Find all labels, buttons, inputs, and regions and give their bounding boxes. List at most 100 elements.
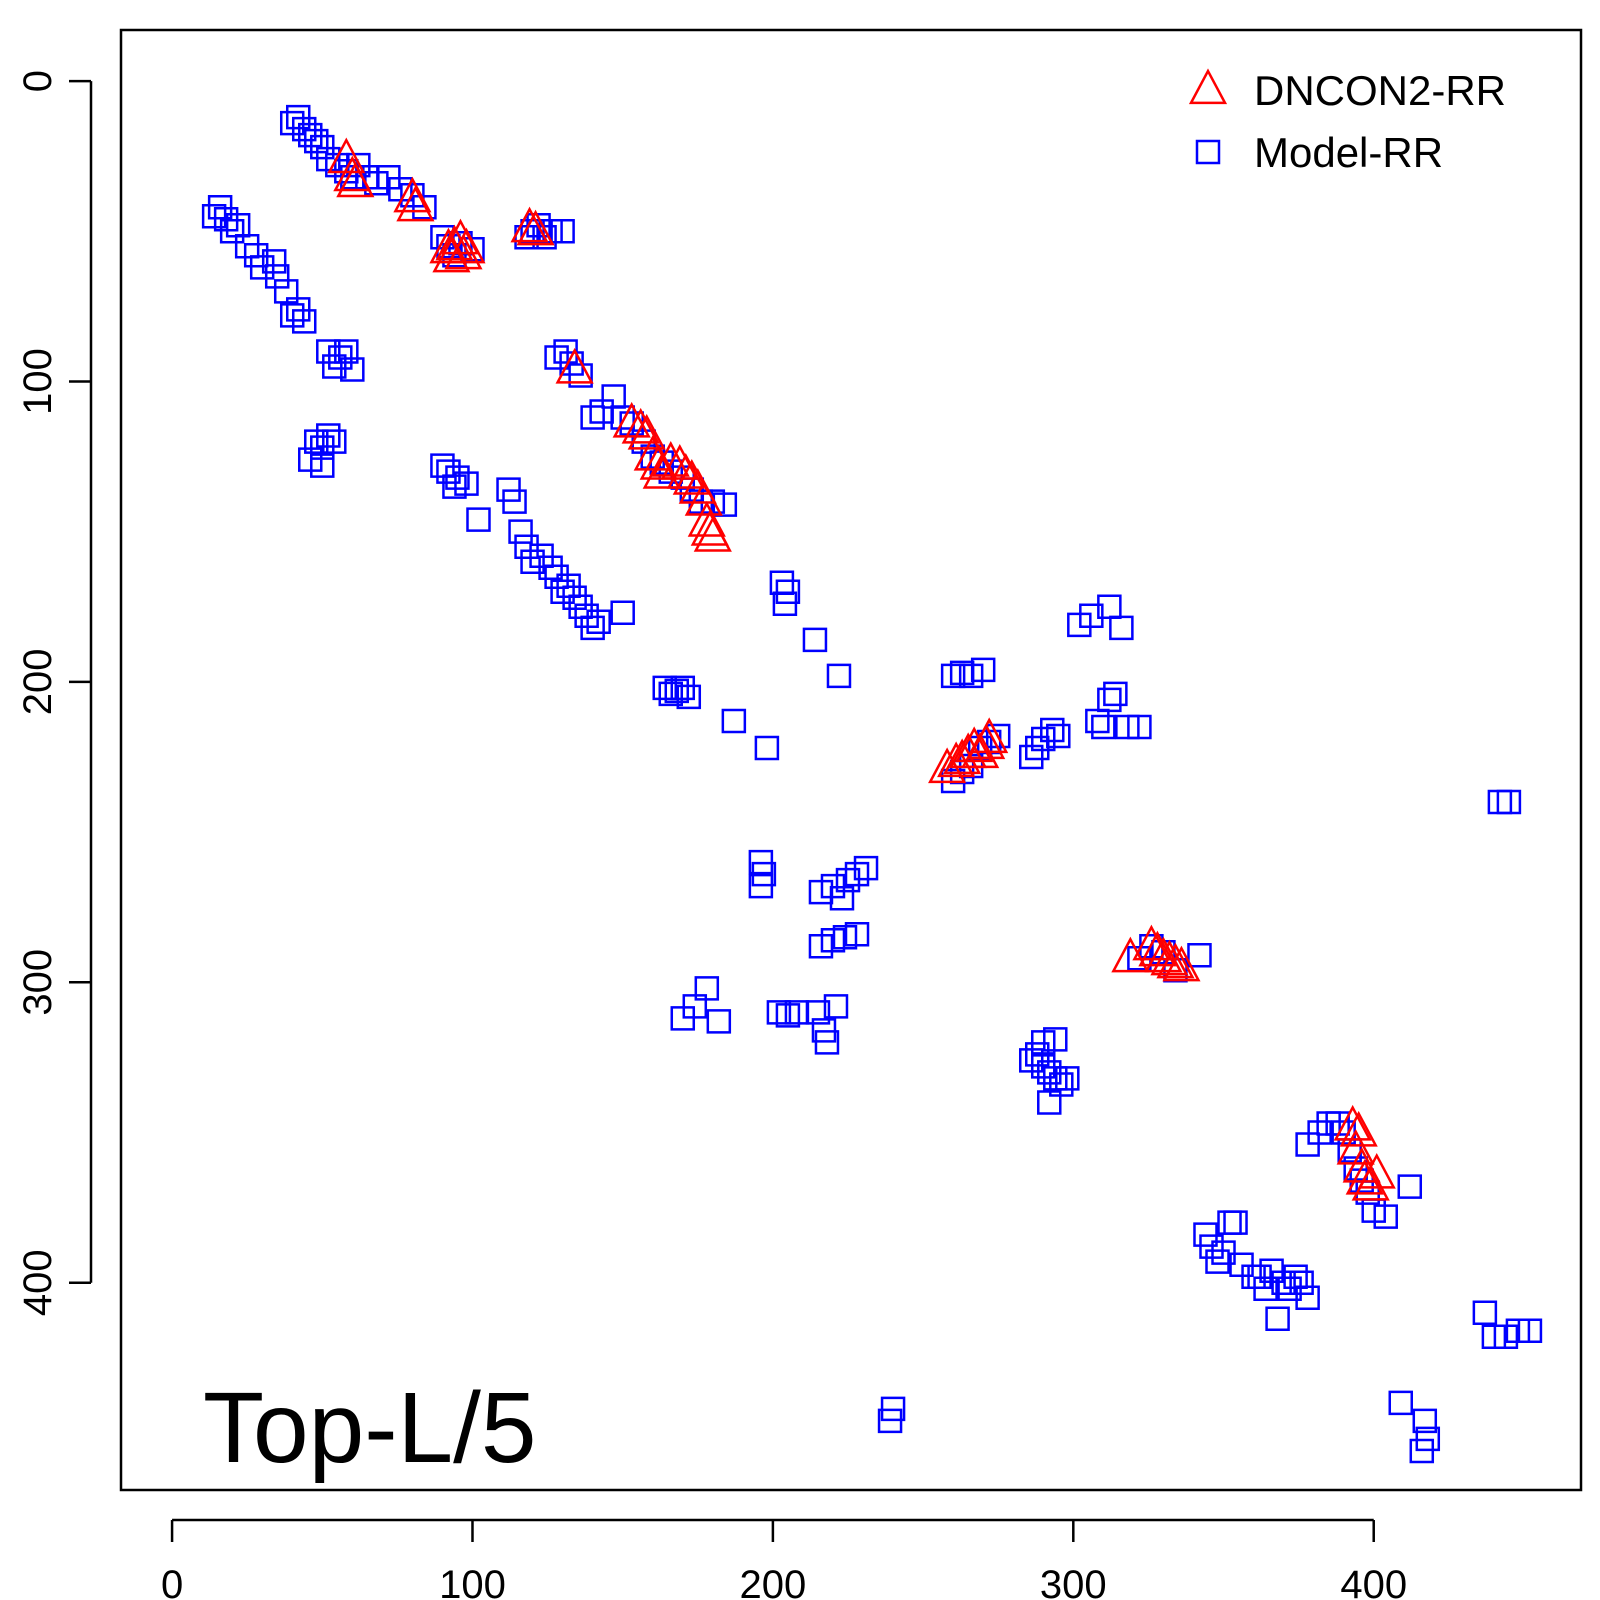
x-tick-label: 300 [1040, 1563, 1107, 1600]
point-model-rr [1259, 1258, 1284, 1283]
point-model-rr [568, 363, 593, 388]
point-model-rr [279, 110, 305, 136]
point-model-rr [1316, 1111, 1341, 1136]
point-model-rr [1079, 603, 1104, 629]
x-tick-label: 0 [161, 1563, 183, 1600]
point-model-rr [775, 579, 801, 605]
point-model-rr [1193, 1222, 1218, 1247]
point-model-rr [207, 194, 233, 220]
point-model-rr [844, 921, 870, 947]
point-model-rr [1127, 946, 1152, 971]
point-model-rr [826, 663, 852, 689]
legend-label-dncon2-rr: DNCON2-RR [1254, 67, 1506, 114]
point-model-rr [805, 1000, 831, 1025]
point-model-rr [1043, 1027, 1068, 1052]
point-model-rr [328, 345, 353, 370]
point-dncon2-rr [432, 236, 471, 273]
point-model-rr [430, 225, 455, 250]
point-model-rr [748, 849, 774, 875]
point-model-rr [958, 663, 984, 689]
y-tick-label: 400 [16, 1249, 60, 1316]
point-dncon2-rr [1111, 936, 1150, 973]
point-model-rr [721, 708, 747, 734]
x-tick-label: 400 [1340, 1563, 1407, 1600]
point-model-rr [1388, 1390, 1413, 1416]
point-model-rr [1037, 1090, 1062, 1115]
point-model-rr [853, 855, 879, 881]
point-model-rr [1373, 1204, 1398, 1229]
point-model-rr [219, 219, 245, 244]
point-model-rr [664, 678, 690, 704]
point-dncon2-rr [690, 510, 729, 546]
point-model-rr [610, 600, 635, 626]
legend-marker-model-rr [1195, 139, 1221, 165]
point-model-rr [751, 861, 777, 887]
point-model-rr [1067, 612, 1092, 638]
point-model-rr [442, 474, 467, 499]
point-model-rr [538, 555, 563, 580]
point-model-rr [279, 303, 305, 328]
point-model-rr [1049, 1072, 1074, 1097]
point-model-rr [502, 489, 527, 514]
point-model-rr [823, 994, 849, 1019]
point-model-rr [376, 164, 401, 190]
point-model-rr [1040, 717, 1065, 743]
point-dncon2-rr [684, 480, 723, 516]
point-model-rr [1409, 1438, 1435, 1464]
point-model-rr [772, 591, 798, 617]
point-model-rr [586, 609, 611, 635]
point-model-rr [550, 219, 575, 244]
point-model-rr [829, 885, 855, 911]
point-model-rr [1031, 1054, 1056, 1079]
point-model-rr [1349, 1168, 1374, 1193]
point-model-rr [682, 994, 708, 1019]
point-model-rr [700, 489, 726, 514]
point-model-rr [1487, 789, 1513, 815]
point-model-rr [436, 459, 461, 484]
point-model-rr [454, 471, 479, 496]
point-model-rr [298, 122, 323, 148]
y-tick-label: 200 [16, 649, 60, 716]
point-model-rr [1295, 1132, 1320, 1157]
legend: DNCON2-RR Model-RR [1188, 67, 1506, 176]
point-dncon2-rr [1132, 924, 1171, 961]
point-dncon2-rr [1357, 1152, 1396, 1189]
point-model-rr [1307, 1120, 1332, 1145]
point-dncon2-rr [1339, 1110, 1378, 1147]
point-model-rr [811, 1018, 837, 1043]
point-model-rr [658, 681, 684, 707]
point-model-rr [1415, 1426, 1441, 1452]
point-model-rr [466, 507, 491, 532]
point-model-rr [304, 128, 329, 154]
point-model-rr [562, 585, 587, 611]
point-dncon2-rr [621, 407, 660, 444]
point-model-rr [1493, 1324, 1519, 1350]
point-model-rr [1343, 1156, 1368, 1181]
point-model-rr [1127, 714, 1152, 740]
point-model-rr [322, 354, 347, 379]
point-model-rr [316, 423, 341, 448]
point-model-rr [1277, 1276, 1302, 1301]
point-model-rr [322, 429, 347, 454]
point-model-rr [1055, 1066, 1080, 1091]
point-model-rr [508, 519, 533, 544]
point-model-rr [234, 234, 260, 259]
point-model-rr [544, 345, 569, 370]
point-model-rr [835, 867, 861, 893]
point-model-rr [1091, 714, 1116, 740]
legend-label-model-rr: Model-RR [1254, 129, 1443, 176]
point-model-rr [1265, 1306, 1290, 1332]
point-model-rr [1037, 1060, 1062, 1085]
point-model-rr [316, 146, 341, 172]
point-model-rr [1097, 687, 1122, 713]
point-model-rr [1295, 1285, 1320, 1310]
point-model-rr [1019, 744, 1044, 770]
point-dncon2-rr [642, 452, 681, 489]
point-model-rr [1103, 681, 1128, 707]
point-model-rr [610, 405, 635, 430]
point-model-rr [1229, 1252, 1254, 1277]
point-model-rr [814, 1030, 840, 1055]
point-dncon2-rr [1162, 945, 1201, 982]
point-model-rr [334, 339, 359, 364]
point-model-rr [712, 492, 738, 517]
